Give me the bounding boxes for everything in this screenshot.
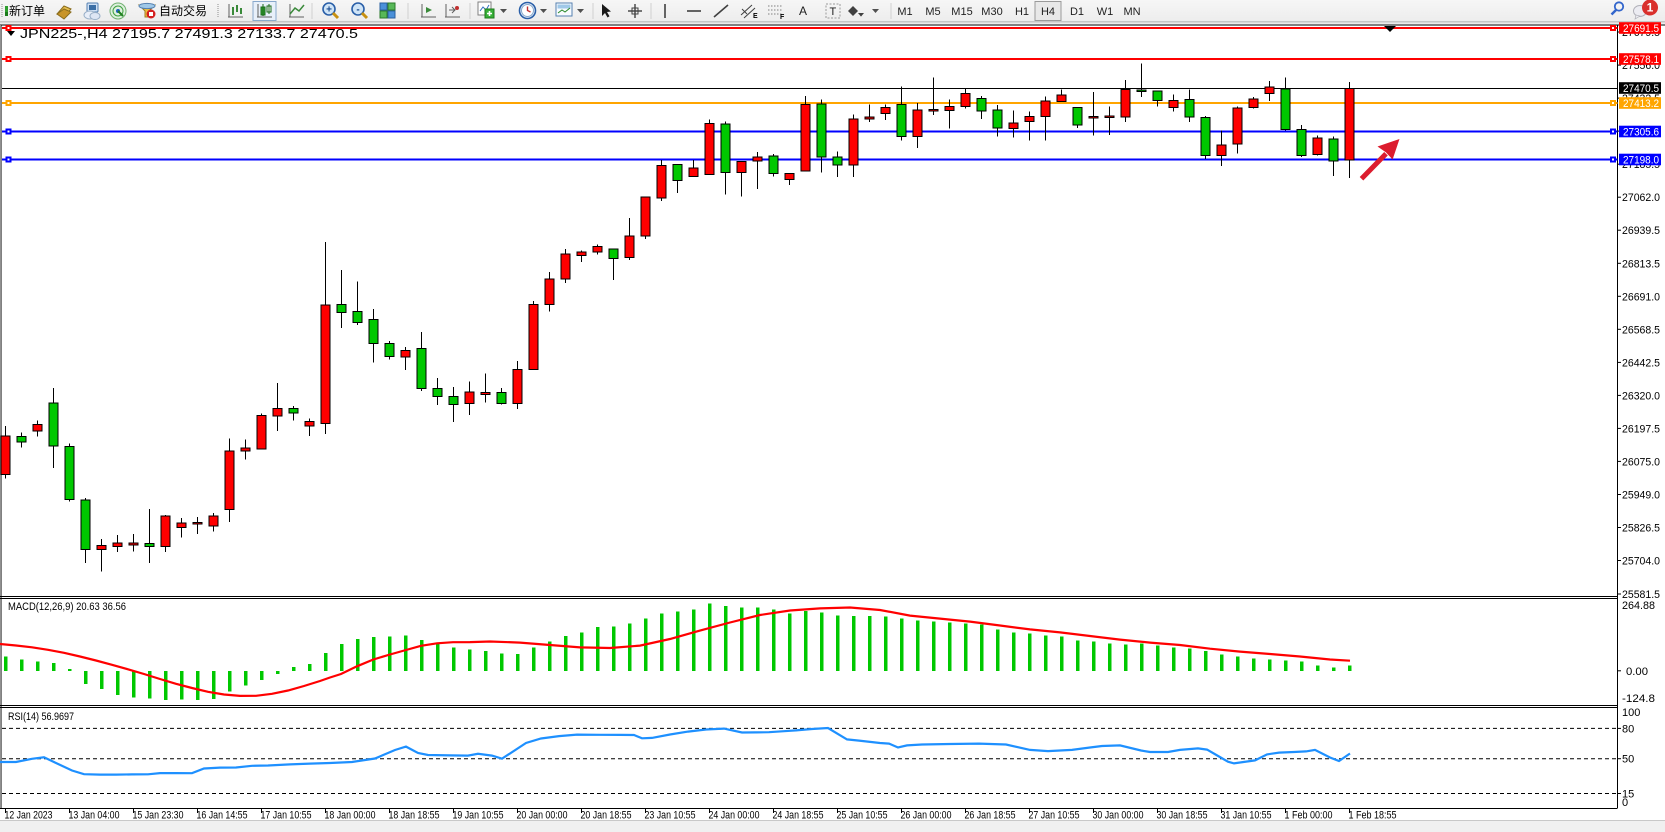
svg-text:13 Jan 04:00: 13 Jan 04:00	[69, 810, 120, 822]
svg-text:26075.0: 26075.0	[1622, 456, 1660, 468]
svg-text:E: E	[753, 13, 758, 20]
svg-text:27062.0: 27062.0	[1622, 192, 1660, 204]
svg-text:26939.5: 26939.5	[1622, 225, 1660, 237]
svg-text:18 Jan 18:55: 18 Jan 18:55	[389, 810, 440, 822]
svg-text:26568.5: 26568.5	[1622, 324, 1660, 336]
svg-text:H4: H4	[1041, 6, 1055, 18]
svg-text:25581.5: 25581.5	[1622, 589, 1660, 601]
svg-text:M5: M5	[925, 6, 940, 18]
svg-text:27470.5: 27470.5	[1623, 83, 1659, 95]
svg-text:M15: M15	[951, 6, 972, 18]
svg-text:25949.0: 25949.0	[1622, 490, 1660, 502]
svg-text:1 Feb 18:55: 1 Feb 18:55	[1349, 810, 1397, 822]
svg-text:30 Jan 18:55: 30 Jan 18:55	[1157, 810, 1208, 822]
svg-text:24 Jan 18:55: 24 Jan 18:55	[773, 810, 824, 822]
svg-text:M30: M30	[981, 6, 1002, 18]
svg-text:17 Jan 10:55: 17 Jan 10:55	[261, 810, 312, 822]
svg-text:50: 50	[1622, 754, 1634, 766]
svg-text:-: -	[356, 5, 359, 16]
svg-text:26197.5: 26197.5	[1622, 423, 1660, 435]
svg-text:-124.8: -124.8	[1622, 693, 1655, 705]
svg-text:19 Jan 10:55: 19 Jan 10:55	[453, 810, 504, 822]
svg-text:MN: MN	[1123, 6, 1140, 18]
svg-text:+: +	[326, 5, 332, 16]
svg-text:26320.0: 26320.0	[1622, 390, 1660, 402]
svg-text:264.88: 264.88	[1622, 600, 1655, 612]
svg-text:31 Jan 10:55: 31 Jan 10:55	[1221, 810, 1272, 822]
svg-text:26813.5: 26813.5	[1622, 258, 1660, 270]
svg-text:27198.0: 27198.0	[1623, 155, 1659, 167]
svg-text:0: 0	[1622, 797, 1628, 809]
svg-text:0.00: 0.00	[1626, 666, 1648, 678]
svg-text:A: A	[799, 4, 807, 18]
svg-text:27578.1: 27578.1	[1623, 54, 1659, 66]
svg-text:100: 100	[1622, 707, 1640, 719]
svg-text:30 Jan 00:00: 30 Jan 00:00	[1093, 810, 1144, 822]
svg-text:26 Jan 00:00: 26 Jan 00:00	[901, 810, 952, 822]
svg-text:26691.0: 26691.0	[1622, 291, 1660, 303]
svg-text:23 Jan 10:55: 23 Jan 10:55	[645, 810, 696, 822]
svg-text:JPN225-,H4 27195.7 27491.3 27: JPN225-,H4 27195.7 27491.3 27133.7 27470…	[20, 27, 358, 41]
svg-text:自动交易: 自动交易	[159, 3, 207, 18]
svg-text:15 Jan 23:30: 15 Jan 23:30	[133, 810, 184, 822]
svg-text:27 Jan 10:55: 27 Jan 10:55	[1029, 810, 1080, 822]
svg-text:H1: H1	[1015, 6, 1029, 18]
svg-text:1: 1	[1647, 1, 1654, 15]
svg-text:D1: D1	[1070, 6, 1084, 18]
svg-text:12 Jan 2023: 12 Jan 2023	[5, 810, 53, 822]
svg-text:W1: W1	[1097, 6, 1114, 18]
svg-text:25 Jan 10:55: 25 Jan 10:55	[837, 810, 888, 822]
svg-text:F: F	[780, 14, 785, 21]
svg-text:新订单: 新订单	[9, 3, 45, 18]
svg-text:80: 80	[1622, 723, 1634, 735]
svg-text:20 Jan 18:55: 20 Jan 18:55	[581, 810, 632, 822]
svg-text:25704.0: 25704.0	[1622, 556, 1660, 568]
svg-text:18 Jan 00:00: 18 Jan 00:00	[325, 810, 376, 822]
svg-text:15: 15	[1622, 789, 1634, 801]
svg-text:27413.2: 27413.2	[1623, 98, 1659, 110]
svg-text:MACD(12,26,9) 20.63 36.56: MACD(12,26,9) 20.63 36.56	[8, 601, 126, 613]
svg-text:26442.5: 26442.5	[1622, 357, 1660, 369]
svg-text:27691.5: 27691.5	[1623, 23, 1659, 35]
svg-text:26 Jan 18:55: 26 Jan 18:55	[965, 810, 1016, 822]
svg-text:27305.6: 27305.6	[1623, 127, 1659, 139]
svg-text:16 Jan 14:55: 16 Jan 14:55	[197, 810, 248, 822]
svg-text:1 Feb 00:00: 1 Feb 00:00	[1285, 810, 1333, 822]
svg-text:25826.5: 25826.5	[1622, 523, 1660, 535]
svg-text:M1: M1	[897, 6, 912, 18]
svg-text:T: T	[830, 6, 837, 18]
svg-text:24 Jan 00:00: 24 Jan 00:00	[709, 810, 760, 822]
svg-text:20 Jan 00:00: 20 Jan 00:00	[517, 810, 568, 822]
svg-text:RSI(14) 56.9697: RSI(14) 56.9697	[8, 711, 74, 723]
